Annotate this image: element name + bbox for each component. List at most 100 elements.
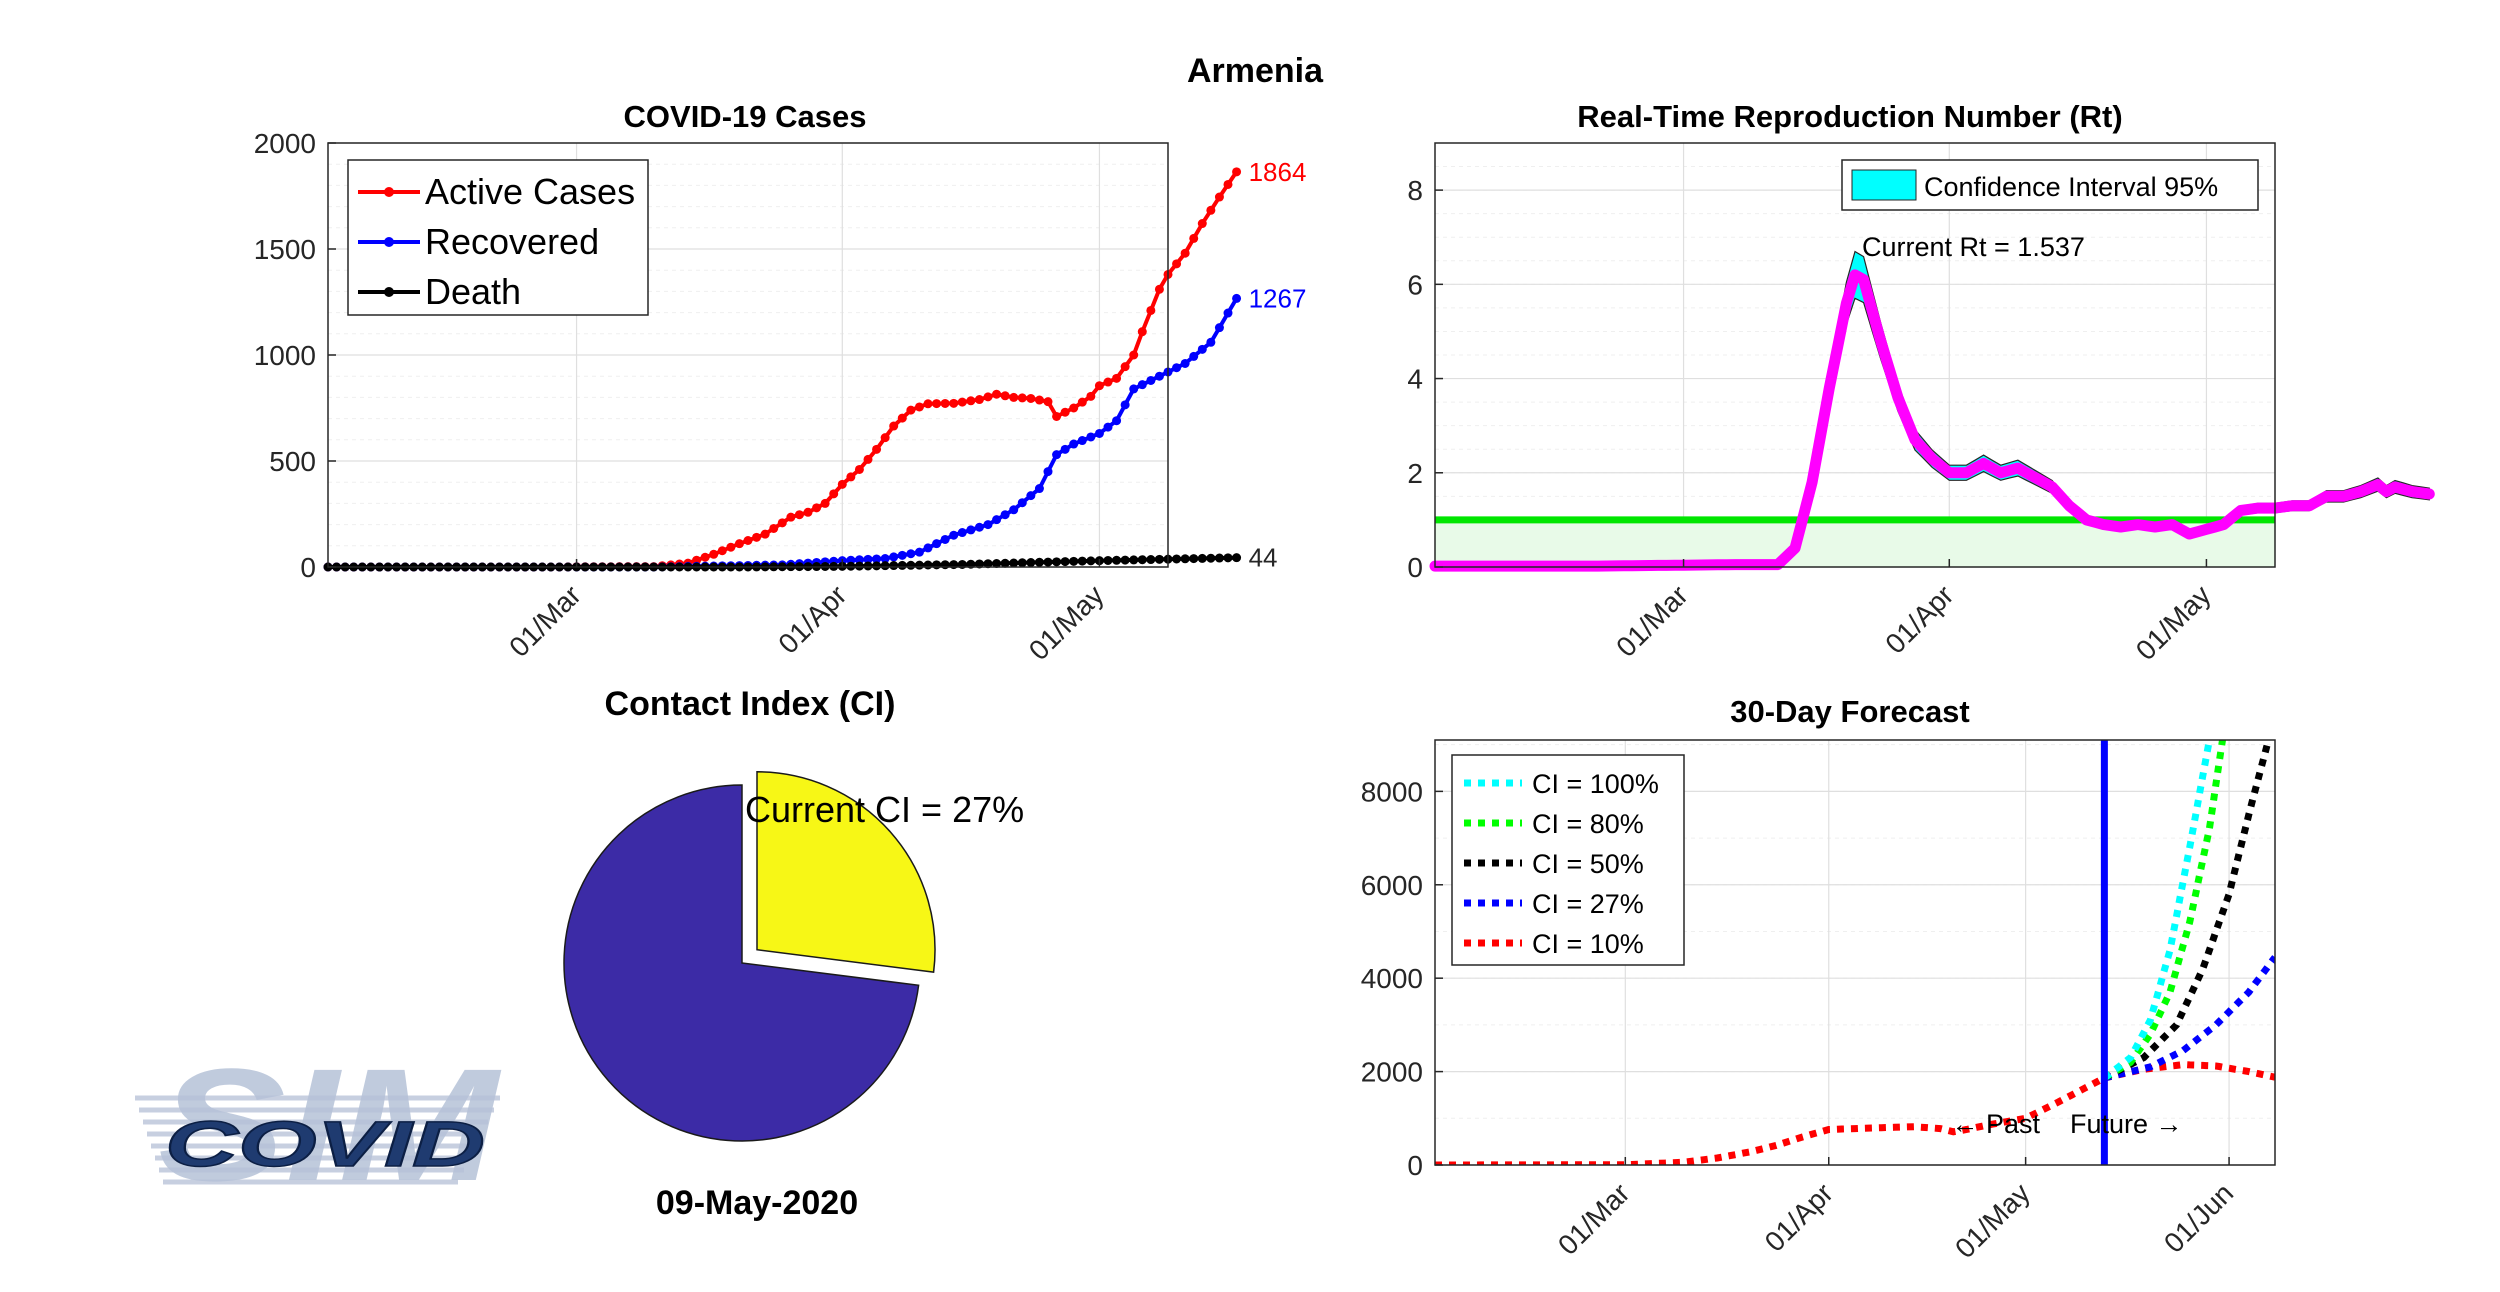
cases-point-recovered: [880, 554, 890, 564]
cases-point-death: [1017, 558, 1027, 568]
cases-point-recovered: [854, 555, 864, 565]
rt-plot: [1429, 250, 2435, 572]
cases-legend-marker-recovered: [384, 237, 394, 247]
cases-point-active-cases: [1000, 391, 1010, 401]
cases-point-active-cases: [1137, 327, 1147, 337]
forecast-x-ticks: 01/Mar 01/Apr 01/May 01/Jun: [1552, 1157, 2239, 1264]
cases-point-death: [1232, 553, 1242, 563]
cases-point-active-cases: [889, 421, 899, 431]
cases-xtick-label: 01/May: [1023, 579, 1110, 666]
cases-point-active-cases: [769, 523, 779, 533]
cases-point-active-cases: [872, 444, 882, 454]
figure-title: Armenia: [1187, 52, 1324, 90]
cases-point-recovered: [889, 552, 899, 562]
cases-point-active-cases: [1180, 248, 1190, 258]
forecast-legend: CI = 100% CI = 80% CI = 50% CI = 27% CI = 10…: [1451, 754, 1685, 966]
cases-point-active-cases: [1009, 392, 1019, 402]
cases-point-active-cases: [829, 489, 839, 499]
rt-ytick-label: 2: [1407, 458, 1423, 489]
forecast-future-label: Future →: [2070, 1109, 2183, 1139]
cases-end-label-recovered: 1267: [1249, 283, 1307, 313]
cases-point-death: [992, 559, 1002, 569]
cases-point-recovered: [1077, 436, 1087, 446]
cases-point-active-cases: [1206, 205, 1216, 215]
cases-point-active-cases: [940, 398, 950, 408]
cases-point-active-cases: [880, 433, 890, 443]
cases-point-death: [1120, 555, 1130, 565]
forecast-legend-label-ci-100: CI = 100%: [1532, 769, 1659, 799]
forecast-plot: [1435, 740, 2275, 1165]
cases-point-death: [880, 561, 890, 571]
cases-xtick-label: 01/Apr: [772, 579, 852, 659]
cases-point-active-cases: [863, 454, 873, 464]
forecast-legend-label-ci-50: CI = 50%: [1532, 849, 1644, 879]
cases-point-active-cases: [966, 396, 976, 406]
cases-legend-label-recovered: Recovered: [425, 221, 599, 262]
forecast-y-ticks: 0 2000 4000 6000 8000: [1361, 776, 1443, 1181]
cases-point-recovered: [1214, 323, 1224, 333]
rt-xtick-label: 01/May: [2130, 579, 2217, 666]
forecast-title: 30-Day Forecast: [1730, 694, 1970, 729]
cases-point-death: [1077, 556, 1087, 566]
cases-point-recovered: [1120, 400, 1130, 410]
cases-point-recovered: [1146, 375, 1156, 385]
forecast-legend-label-ci-27: CI = 27%: [1532, 889, 1644, 919]
cases-point-active-cases: [1077, 397, 1087, 407]
cases-point-active-cases: [923, 399, 933, 409]
cases-point-recovered: [1180, 358, 1190, 368]
cases-point-recovered: [923, 543, 933, 553]
cases-ytick-label: 1500: [254, 234, 316, 265]
cases-point-death: [974, 559, 984, 569]
cases-point-active-cases: [803, 507, 813, 517]
fc-ytick-label: 0: [1407, 1150, 1423, 1181]
forecast-panel: 30-Day Forecast 0 2000 4000 6000 8000 01/Mar…: [1361, 694, 2276, 1264]
cases-point-death: [854, 561, 864, 571]
cases-point-recovered: [949, 530, 959, 540]
cases-point-active-cases: [743, 536, 753, 545]
cases-point-recovered: [1086, 432, 1096, 442]
cases-point-active-cases: [717, 546, 727, 556]
covid-sim-logo: SIM COVID: [135, 1035, 502, 1214]
cases-ytick-label: 1000: [254, 340, 316, 371]
cases-point-active-cases: [820, 498, 830, 508]
cases-ytick-label: 2000: [254, 128, 316, 159]
cases-point-recovered: [897, 550, 907, 560]
cases-point-recovered: [1034, 484, 1044, 494]
cases-point-active-cases: [1017, 393, 1027, 403]
forecast-axes-box: [1434, 739, 2276, 1166]
cases-legend: Active Cases Recovered Death: [347, 159, 649, 316]
cases-point-active-cases: [1043, 397, 1053, 407]
rt-line: [1429, 269, 2435, 572]
cases-point-death: [923, 560, 933, 570]
cases-point-death: [1052, 557, 1062, 567]
cases-point-recovered: [992, 515, 1002, 525]
cases-point-recovered: [914, 547, 924, 557]
cases-point-recovered: [1052, 450, 1062, 460]
cases-point-active-cases: [957, 397, 967, 407]
cases-point-death: [1060, 557, 1070, 567]
forecast-line-ci-80: [2102, 740, 2226, 1081]
cases-point-death: [1214, 553, 1224, 563]
cases-point-death: [1223, 553, 1233, 563]
forecast-legend-label-ci-80: CI = 80%: [1532, 809, 1644, 839]
cases-point-recovered: [1043, 467, 1053, 477]
forecast-line-ci-100: [2102, 740, 2213, 1081]
cases-ytick-label: 500: [269, 446, 316, 477]
cases-point-active-cases: [1103, 377, 1113, 387]
cases-point-active-cases: [949, 398, 959, 408]
cases-point-recovered: [983, 520, 993, 530]
logo-text: COVID: [165, 1108, 485, 1180]
rt-xtick-label: 01/Apr: [1879, 579, 1959, 659]
cases-point-active-cases: [1094, 381, 1104, 391]
cases-point-recovered: [1094, 428, 1104, 438]
rt-x-ticks: 01/Mar 01/Apr 01/May: [1610, 559, 2217, 666]
cases-point-death: [1103, 555, 1113, 565]
ci-panel: Contact Index (CI) Current CI = 27% 09-M…: [563, 685, 1024, 1222]
cases-point-recovered: [872, 554, 882, 564]
cases-point-death: [1189, 554, 1199, 564]
fc-xtick-label: 01/May: [1949, 1177, 2036, 1264]
cases-point-active-cases: [760, 529, 770, 539]
cases-point-death: [1172, 554, 1182, 564]
cases-point-active-cases: [932, 399, 942, 409]
cases-end-label-death: 44: [1249, 543, 1278, 573]
